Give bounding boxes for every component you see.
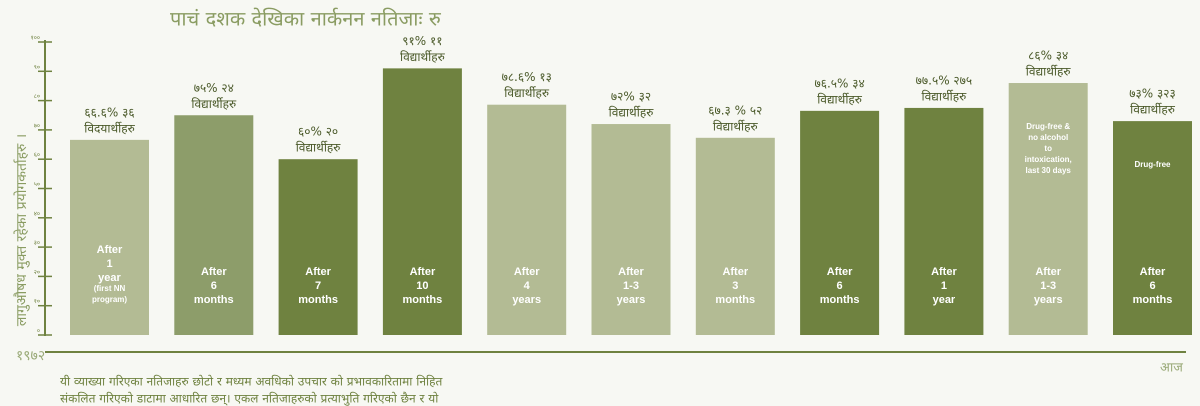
bar-category-label: months: [403, 294, 443, 306]
bar-note: Drug-free: [1134, 160, 1171, 169]
y-tick-label: २०: [34, 269, 40, 276]
bar-category-label: After: [201, 266, 227, 278]
bar: [70, 139, 149, 335]
bar-category-label: After: [618, 266, 644, 278]
bar-category-label: After: [1035, 266, 1061, 278]
bar-category-label: program): [92, 295, 127, 304]
bar-category-label: 10: [416, 280, 428, 292]
value-label: ७८.६% १३: [502, 70, 552, 84]
bar-category-label: 7: [315, 280, 321, 292]
y-tick-label: ६०: [34, 152, 40, 159]
bar-note: last 30 days: [1026, 166, 1072, 175]
bar-category-label: 1-3: [1040, 280, 1056, 292]
bar-category-label: After: [722, 266, 748, 278]
bar-category-label: years: [617, 294, 646, 306]
unit-label: विद्यार्थीहरु: [1026, 65, 1072, 79]
y-tick-label: ०: [37, 328, 40, 335]
y-tick-label: ३०: [34, 240, 40, 247]
unit-label: विद्यार्थीहरु: [1130, 103, 1176, 117]
bar-category-label: years: [1034, 294, 1063, 306]
value-label: ७७.५% २७५: [916, 73, 972, 87]
bar-category-label: 6: [837, 280, 843, 292]
bar-category-label: 3: [732, 280, 738, 292]
bar-category-label: months: [298, 294, 338, 306]
bar-category-label: year: [933, 294, 956, 306]
bar-category-label: After: [305, 266, 331, 278]
y-tick-label: ५०: [34, 181, 40, 188]
bar-category-label: After: [410, 266, 436, 278]
unit-label: विद्यार्थीहरु: [400, 50, 446, 64]
y-tick-label: ८०: [34, 93, 40, 100]
bar-category-label: After: [1140, 266, 1166, 278]
value-label: ७२% ३२: [611, 90, 651, 104]
bar-category-label: months: [194, 294, 234, 306]
value-label: ८६% ३४: [1028, 49, 1068, 63]
y-tick-label: १००: [31, 35, 40, 42]
bar-note: Drug-free &: [1026, 122, 1070, 131]
value-label: ७५% २४: [194, 81, 234, 95]
bar: [695, 137, 775, 335]
bar-category-label: 1: [941, 280, 947, 292]
bar-category-label: months: [820, 294, 860, 306]
bar-note: to: [1044, 144, 1052, 153]
chart-title: पाचं दशक देखिका नार्कनन नतिजाः रु: [170, 7, 442, 31]
bar-category-label: months: [1133, 294, 1173, 306]
bar: [800, 110, 880, 335]
bar-category-label: After: [931, 266, 957, 278]
value-label: ६७.३ % ५२: [708, 103, 762, 117]
bar-category-label: 6: [1149, 280, 1155, 292]
unit-label: विद्यार्थीहरु: [713, 119, 759, 133]
unit-label: विद्यार्थीहरु: [817, 92, 863, 106]
bar-category-label: 1-3: [623, 280, 639, 292]
unit-label: विद्यार्थीहरु: [296, 141, 342, 155]
value-label: ७३% ३२३: [1129, 87, 1175, 101]
unit-label: विद्यार्थीहरु: [191, 97, 237, 111]
unit-label: विद्यार्थीहरु: [609, 106, 655, 120]
bar: [904, 107, 984, 335]
x-start-label: १९७२: [16, 348, 45, 364]
y-tick-label: ७०: [34, 122, 40, 129]
bar: [174, 115, 254, 335]
bar-note: intoxication,: [1025, 155, 1072, 164]
bar-category-label: After: [827, 266, 853, 278]
value-label: ६०% २०: [298, 125, 338, 139]
bar: [278, 159, 358, 335]
bar-category-label: After: [97, 244, 123, 256]
y-tick-label: ४०: [34, 210, 40, 217]
unit-label: विद्यार्थीहरु: [504, 86, 550, 100]
bar-category-label: months: [715, 294, 755, 306]
bar-category-label: (first NN: [94, 284, 126, 293]
bar-category-label: After: [514, 266, 540, 278]
y-tick-label: ९०: [34, 64, 40, 71]
bar: [591, 124, 671, 335]
bar-category-label: 6: [211, 280, 217, 292]
footnote: यी व्याख्या गरिएका नतिजाहरु छोटो र मध्यम…: [60, 375, 443, 389]
bar-note: no alcohol: [1028, 133, 1068, 142]
bar: [1008, 83, 1088, 336]
bar: [382, 68, 462, 336]
bar-category-label: 1: [106, 258, 112, 270]
value-label: ७६.५% ३४: [814, 76, 864, 90]
bar-category-label: years: [512, 294, 541, 306]
value-label: ६६.६% ३६: [84, 105, 134, 119]
unit-label: विद्यार्थीहरु: [922, 89, 968, 103]
y-axis-title: लागुऔषध मुक्त रहेका प्रयोगकर्ताहरु ।: [13, 134, 30, 326]
bar: [487, 104, 567, 336]
unit-label: विदयार्थीहरु: [84, 121, 135, 135]
x-end-label: आज: [1160, 361, 1183, 376]
value-label: ९१% ११: [402, 34, 442, 48]
bar-category-label: 4: [524, 280, 531, 292]
bar-category-label: year: [98, 272, 121, 284]
bar: [1113, 121, 1192, 335]
y-tick-label: १०: [34, 298, 40, 305]
footnote: संकलित गरिएको डाटामा आधारित छन्। एकल नति…: [60, 392, 439, 406]
